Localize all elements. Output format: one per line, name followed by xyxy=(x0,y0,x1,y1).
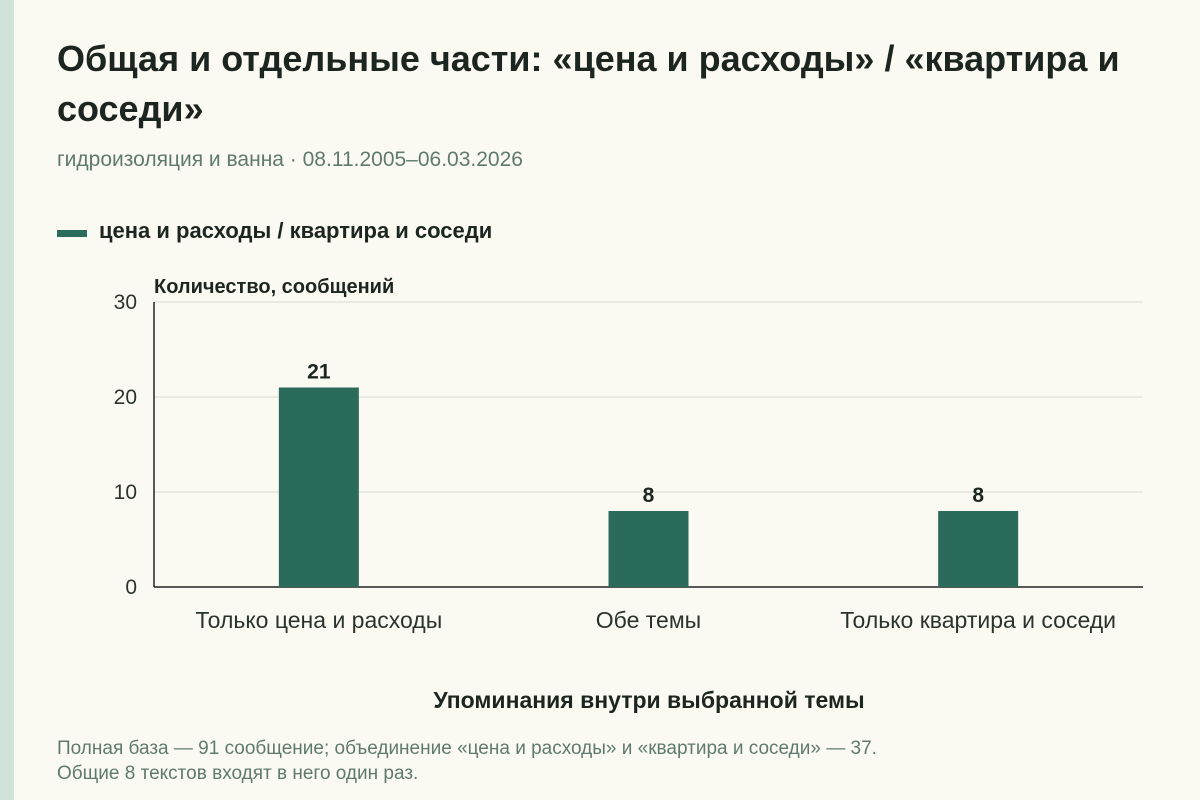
bar-value-label: 21 xyxy=(307,361,331,384)
bar-chart: 0 10 20 30 21 Только цена и расходы 8 Обе темы 8… xyxy=(114,276,1143,713)
bar-value-label: 8 xyxy=(643,484,655,507)
bar xyxy=(608,511,689,587)
legend: цена и расходы / квартира и соседи xyxy=(57,218,492,244)
chart-title: Общая и отдельные части: «цена и расходы… xyxy=(57,38,1120,129)
y-tick-label: 10 xyxy=(114,481,137,504)
legend-label: цена и расходы / квартира и соседи xyxy=(99,218,493,243)
y-tick-label: 20 xyxy=(114,386,137,409)
x-tick-label: Обе темы xyxy=(596,607,701,633)
bar xyxy=(938,511,1019,587)
x-axis-title: Упоминания внутри выбранной темы xyxy=(433,687,864,713)
x-tick-label: Только квартира и соседи xyxy=(840,607,1116,633)
footnote-line-2: Общие 8 текстов входят в него один раз. xyxy=(57,763,419,784)
chart-subtitle: гидроизоляция и ванна · 08.11.2005–06.03… xyxy=(57,148,523,171)
labels-layer: 0 10 20 30 21 Только цена и расходы 8 Обе темы 8… xyxy=(114,291,1116,633)
bars-layer xyxy=(278,387,1019,587)
bar xyxy=(278,387,359,587)
bar-value-label: 8 xyxy=(972,484,984,507)
x-tick-label: Только цена и расходы xyxy=(195,607,442,633)
footnote-line-1: Полная база — 91 сообщение; объединение … xyxy=(57,738,877,759)
y-tick-label: 30 xyxy=(114,291,137,314)
legend-swatch xyxy=(57,229,87,237)
left-accent-strip xyxy=(0,0,14,800)
y-tick-label: 0 xyxy=(125,576,137,599)
y-axis-title: Количество, сообщений xyxy=(154,276,394,298)
footnote: Полная база — 91 сообщение; объединение … xyxy=(57,736,1157,786)
